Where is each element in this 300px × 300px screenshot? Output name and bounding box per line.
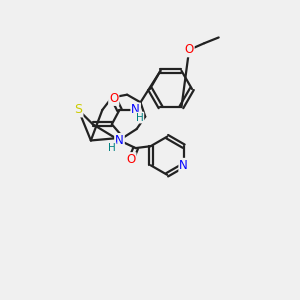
Text: N: N bbox=[131, 103, 140, 116]
Text: H: H bbox=[108, 143, 116, 153]
Text: O: O bbox=[126, 153, 136, 166]
Text: O: O bbox=[184, 44, 194, 56]
Text: H: H bbox=[136, 112, 143, 123]
Text: S: S bbox=[74, 103, 83, 116]
Text: N: N bbox=[179, 159, 188, 172]
Text: N: N bbox=[115, 134, 124, 147]
Text: O: O bbox=[109, 92, 119, 105]
